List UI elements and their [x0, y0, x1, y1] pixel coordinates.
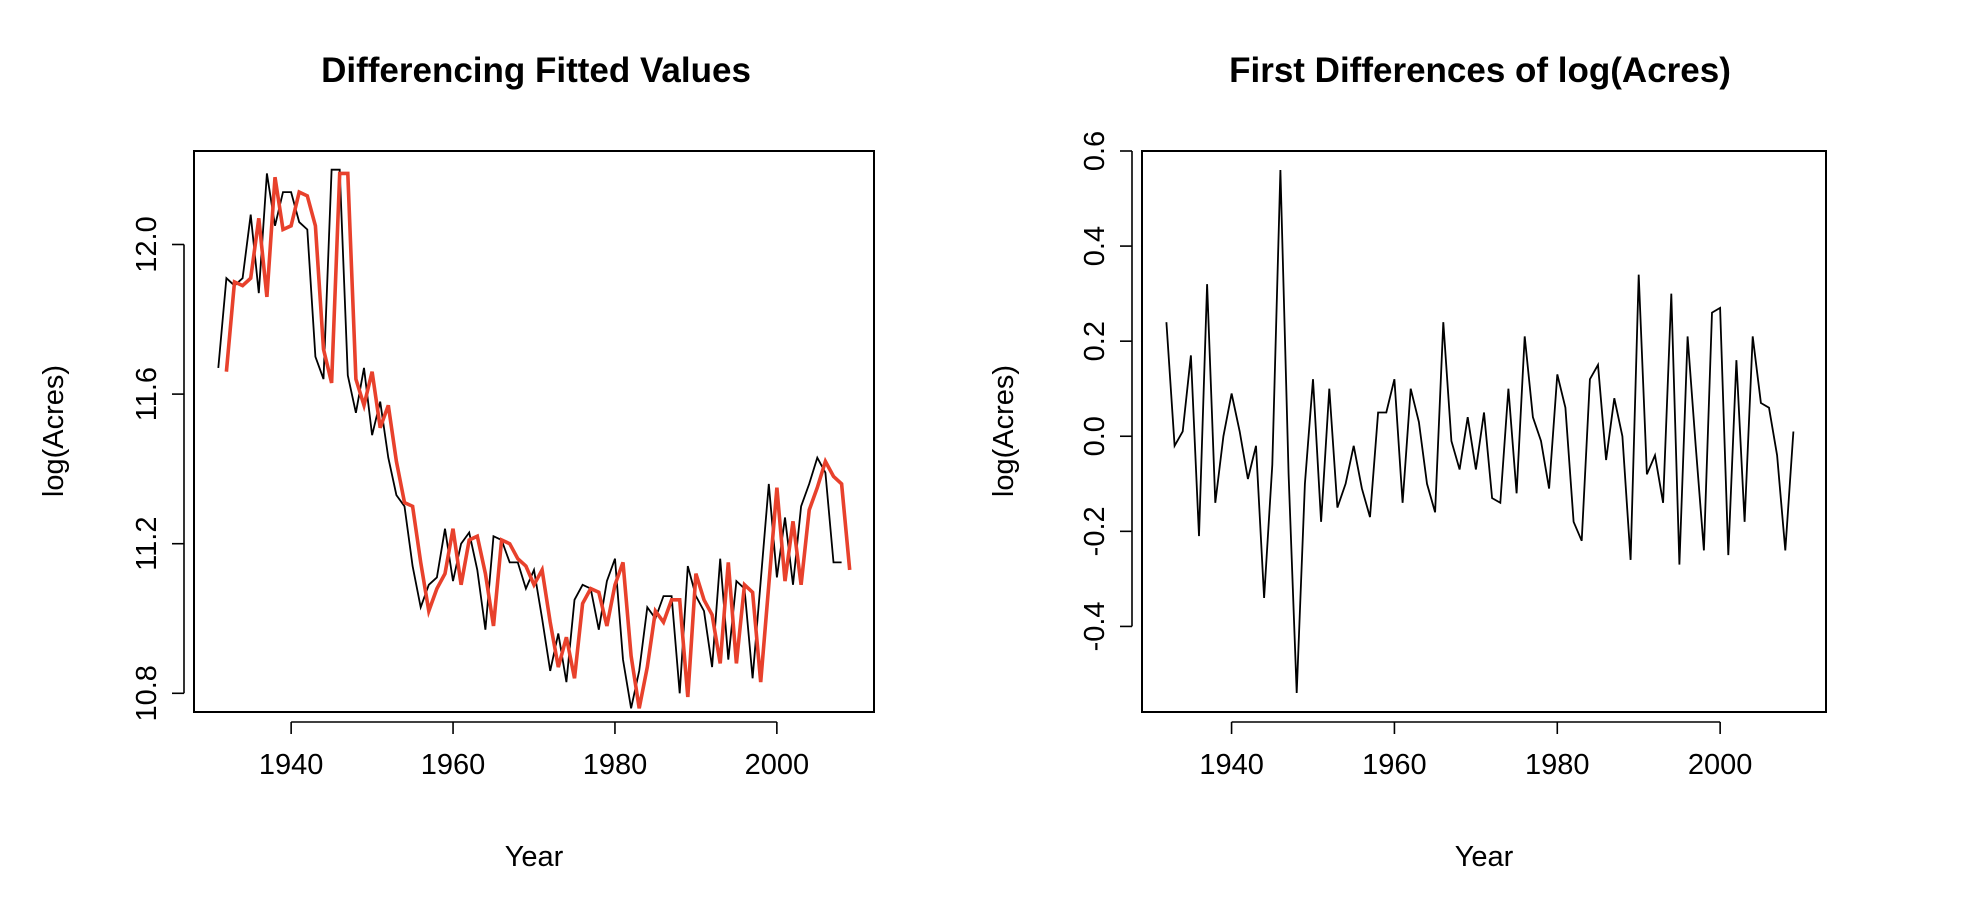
right-y-tick-label: -0.4: [1079, 601, 1111, 651]
left-y-tick-label: 11.2: [131, 517, 163, 571]
left-y-axis: 10.8 11.2 11.6 12.0: [131, 216, 185, 722]
right-y-tick-label: 0.0: [1079, 416, 1111, 456]
right-x-axis-label: Year: [1455, 841, 1514, 873]
left-series-group: [217, 168, 852, 709]
left-x-tick-label: 2000: [745, 749, 810, 781]
left-x-tick-label: 1980: [583, 749, 648, 781]
left-x-tick-label: 1960: [421, 749, 486, 781]
left-x-axis-label: Year: [505, 841, 564, 873]
right-series-line-primary: [1165, 169, 1795, 694]
left-series-line-primary: [217, 168, 842, 709]
left-series-line-fitted: [224, 171, 852, 709]
left-y-axis-label: log(Acres): [38, 365, 70, 497]
right-x-tick-label: 1980: [1525, 749, 1590, 781]
right-y-tick-label: 0.6: [1079, 131, 1111, 171]
right-chart-title: First Differences of log(Acres): [1229, 51, 1731, 90]
right-y-axis: -0.4 -0.2 0.0 0.2 0.4 0.6: [1079, 131, 1133, 651]
right-x-axis: 1940 1960 1980 2000: [1199, 721, 1753, 781]
right-y-tick-label: -0.2: [1079, 506, 1111, 556]
left-y-tick-label: 10.8: [131, 665, 163, 721]
right-y-axis-label: log(Acres): [988, 365, 1020, 497]
right-plot-frame: [1141, 150, 1827, 713]
left-x-axis: 1940 1960 1980 2000: [259, 721, 810, 781]
left-x-tick-label: 1940: [259, 749, 324, 781]
right-y-tick-label: 0.4: [1079, 226, 1111, 266]
right-x-tick-label: 1940: [1199, 749, 1264, 781]
left-plot-frame: [193, 150, 875, 713]
right-x-tick-label: 1960: [1362, 749, 1427, 781]
left-y-tick-label: 12.0: [131, 216, 163, 272]
right-series-group: [1165, 169, 1795, 694]
left-y-tick-label: 11.6: [131, 367, 163, 421]
right-x-tick-label: 2000: [1688, 749, 1753, 781]
first-differences-panel: First Differences of log(Acres) -0.4 -0.2…: [988, 51, 1827, 873]
left-chart-title: Differencing Fitted Values: [321, 51, 751, 90]
right-y-tick-label: 0.2: [1079, 321, 1111, 361]
fitted-values-panel: Differencing Fitted Values 10.811.211.61…: [38, 51, 875, 873]
